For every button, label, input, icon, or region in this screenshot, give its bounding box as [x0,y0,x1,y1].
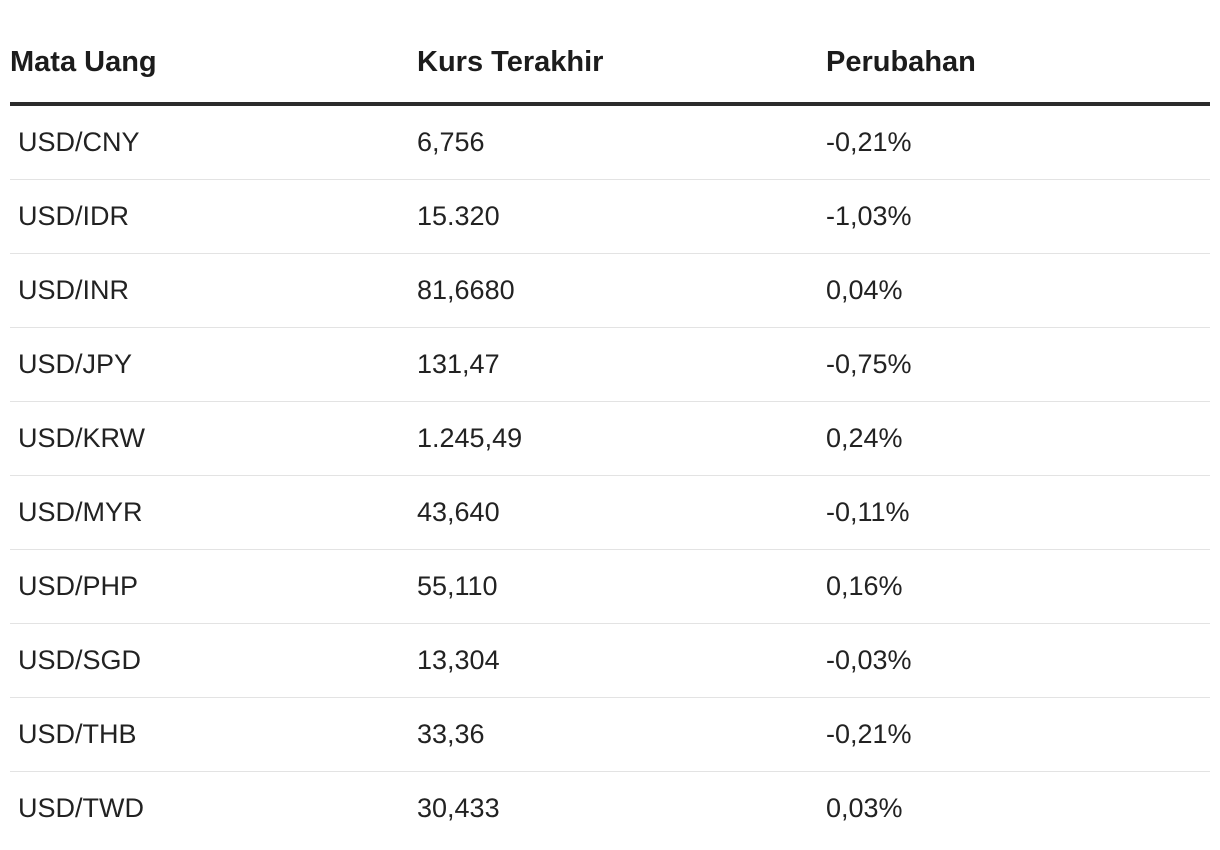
table-row: USD/THB 33,36 -0,21% [10,697,1210,772]
currency-pair-cell: USD/CNY [10,104,417,180]
exchange-rate-table: Mata Uang Kurs Terakhir Perubahan USD/CN… [10,26,1210,845]
rate-cell: 131,47 [417,327,826,402]
table-header: Mata Uang Kurs Terakhir Perubahan [10,26,1210,106]
rate-cell: 43,640 [417,475,826,550]
rate-cell: 1.245,49 [417,401,826,476]
currency-pair-cell: USD/SGD [10,623,417,698]
table-row: USD/PHP 55,110 0,16% [10,549,1210,624]
column-header-currency: Mata Uang [10,26,417,106]
table-row: USD/JPY 131,47 -0,75% [10,327,1210,402]
change-cell: -0,21% [826,104,1210,180]
change-cell: -0,11% [826,475,1210,550]
change-cell: 0,03% [826,793,903,823]
rate-cell: 15.320 [417,179,826,254]
table-row: USD/CNY 6,756 -0,21% [10,104,1210,180]
rate-cell: 30,433 [417,793,500,823]
rate-cell: 6,756 [417,104,826,180]
table-row: USD/MYR 43,640 -0,11% [10,475,1210,550]
table-row: USD/INR 81,6680 0,04% [10,253,1210,328]
table-row: USD/IDR 15.320 -1,03% [10,179,1210,254]
exchange-rate-table-container: Mata Uang Kurs Terakhir Perubahan USD/CN… [10,26,1210,845]
currency-pair-cell: USD/MYR [10,475,417,550]
table-row: USD/SGD 13,304 -0,03% [10,623,1210,698]
currency-pair-cell: USD/THB [10,697,417,772]
rate-cell: 55,110 [417,549,826,624]
table-row: USD/TWD 30,433 0,03% [10,772,1210,846]
change-cell: 0,16% [826,549,1210,624]
change-cell: -0,21% [826,697,1210,772]
change-cell: -1,03% [826,179,1210,254]
currency-pair-cell: USD/JPY [10,327,417,402]
column-header-last-rate: Kurs Terakhir [417,26,826,106]
table-body: USD/CNY 6,756 -0,21% USD/IDR 15.320 -1,0… [10,104,1210,845]
currency-pair-cell: USD/KRW [10,401,417,476]
currency-pair-cell: USD/PHP [10,549,417,624]
rate-cell: 13,304 [417,623,826,698]
change-cell: 0,24% [826,401,1210,476]
currency-pair-cell: USD/INR [10,253,417,328]
header-row: Mata Uang Kurs Terakhir Perubahan [10,26,1210,106]
rate-cell: 81,6680 [417,253,826,328]
change-cell: 0,04% [826,253,1210,328]
rate-cell: 33,36 [417,697,826,772]
change-cell: -0,75% [826,327,1210,402]
change-cell: -0,03% [826,623,1210,698]
column-header-change: Perubahan [826,26,1210,106]
table-row: USD/KRW 1.245,49 0,24% [10,401,1210,476]
currency-pair-cell: USD/TWD [18,793,144,823]
currency-pair-cell: USD/IDR [10,179,417,254]
